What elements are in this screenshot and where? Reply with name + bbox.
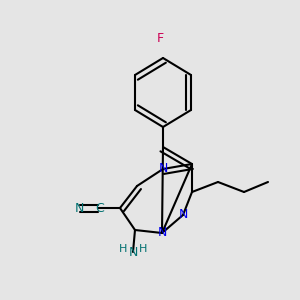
Text: N: N bbox=[157, 226, 167, 239]
Text: N: N bbox=[178, 208, 188, 221]
Text: N: N bbox=[128, 245, 138, 259]
Text: H: H bbox=[139, 244, 147, 254]
Text: F: F bbox=[156, 32, 164, 44]
Text: N: N bbox=[74, 202, 84, 214]
Text: H: H bbox=[119, 244, 127, 254]
Text: N: N bbox=[158, 163, 168, 176]
Text: C: C bbox=[96, 202, 104, 214]
